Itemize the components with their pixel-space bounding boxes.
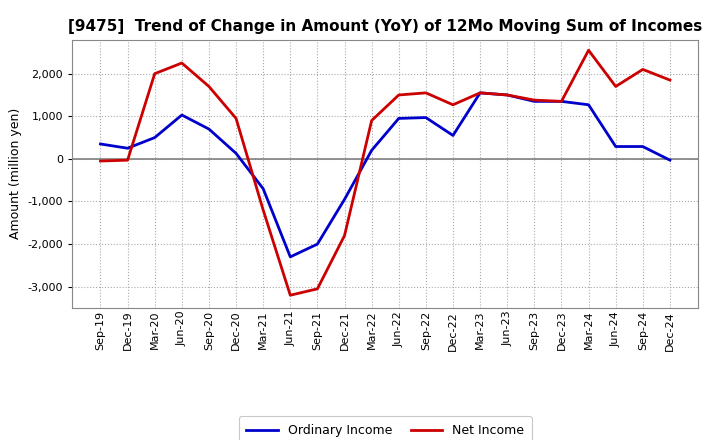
Ordinary Income xyxy=(530,99,539,104)
Ordinary Income xyxy=(503,92,511,98)
Net Income xyxy=(530,97,539,103)
Ordinary Income xyxy=(313,242,322,247)
Net Income xyxy=(611,84,620,89)
Net Income xyxy=(313,286,322,291)
Ordinary Income xyxy=(286,254,294,260)
Y-axis label: Amount (million yen): Amount (million yen) xyxy=(9,108,22,239)
Net Income xyxy=(204,84,213,89)
Net Income xyxy=(286,293,294,298)
Ordinary Income xyxy=(557,99,566,104)
Net Income xyxy=(123,158,132,163)
Ordinary Income xyxy=(421,115,430,120)
Net Income xyxy=(232,116,240,121)
Ordinary Income xyxy=(476,90,485,95)
Ordinary Income xyxy=(96,141,105,147)
Ordinary Income xyxy=(178,112,186,117)
Net Income xyxy=(367,118,376,123)
Net Income xyxy=(395,92,403,98)
Net Income xyxy=(421,90,430,95)
Net Income xyxy=(503,92,511,98)
Net Income xyxy=(665,77,674,83)
Net Income xyxy=(584,48,593,53)
Ordinary Income xyxy=(395,116,403,121)
Net Income xyxy=(259,207,268,213)
Ordinary Income xyxy=(341,197,349,202)
Ordinary Income xyxy=(204,126,213,132)
Ordinary Income xyxy=(367,148,376,153)
Net Income xyxy=(476,90,485,95)
Net Income xyxy=(178,60,186,66)
Ordinary Income xyxy=(611,144,620,149)
Title: [9475]  Trend of Change in Amount (YoY) of 12Mo Moving Sum of Incomes: [9475] Trend of Change in Amount (YoY) o… xyxy=(68,19,702,34)
Net Income xyxy=(557,99,566,104)
Legend: Ordinary Income, Net Income: Ordinary Income, Net Income xyxy=(239,416,531,440)
Ordinary Income xyxy=(449,133,457,138)
Ordinary Income xyxy=(665,158,674,163)
Ordinary Income xyxy=(259,186,268,191)
Net Income xyxy=(449,102,457,107)
Line: Net Income: Net Income xyxy=(101,50,670,295)
Net Income xyxy=(639,67,647,72)
Ordinary Income xyxy=(584,102,593,107)
Net Income xyxy=(341,233,349,238)
Ordinary Income xyxy=(639,144,647,149)
Ordinary Income xyxy=(150,135,159,140)
Line: Ordinary Income: Ordinary Income xyxy=(101,93,670,257)
Ordinary Income xyxy=(123,146,132,151)
Net Income xyxy=(150,71,159,76)
Net Income xyxy=(96,158,105,164)
Ordinary Income xyxy=(232,151,240,156)
